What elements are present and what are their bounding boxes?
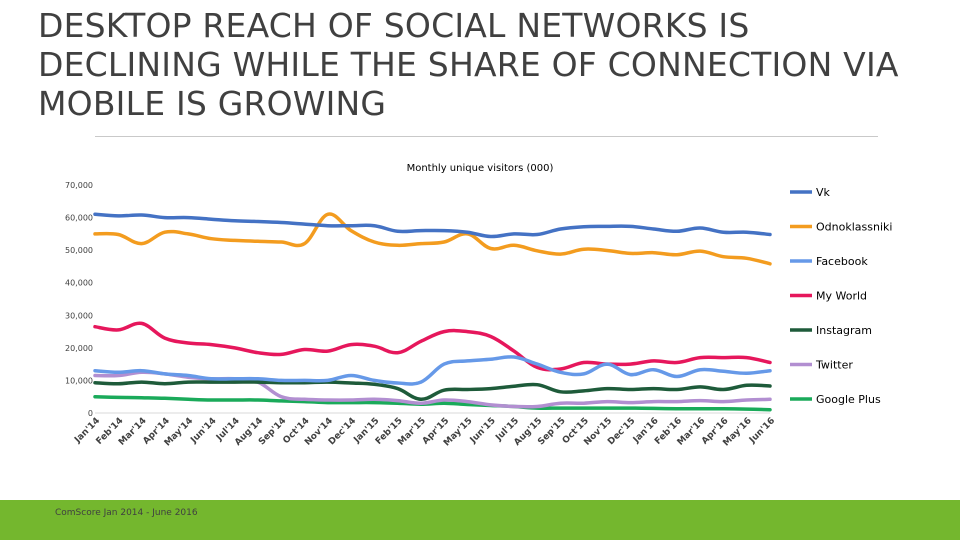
- y-tick-label: 60,000: [65, 214, 93, 223]
- series-line-instagram: [93, 380, 772, 402]
- line-chart: Monthly unique visitors (000) 0 10,000 20,…: [65, 163, 892, 449]
- series-line-facebook: [93, 355, 772, 386]
- series-line-vk: [93, 212, 772, 239]
- legend-label: Google Plus: [816, 393, 881, 406]
- y-tick-label: 20,000: [65, 344, 93, 353]
- series-line-google-plus: [93, 394, 772, 412]
- y-tick-label: 10,000: [65, 376, 93, 385]
- y-tick-label: 70,000: [65, 181, 93, 190]
- chart-legend: Vk Odnoklassniki Facebook My World Instagram…: [790, 186, 892, 406]
- y-tick-label: 40,000: [65, 279, 93, 288]
- y-tick-label: 0: [88, 409, 93, 418]
- legend-label: My World: [816, 290, 867, 303]
- legend-label: Vk: [816, 186, 831, 199]
- series-line-my-world: [93, 321, 772, 372]
- source-note: ComScore Jan 2014 - June 2016: [55, 508, 198, 518]
- y-tick-label: 50,000: [65, 246, 93, 255]
- series-lines: [93, 212, 772, 412]
- legend-label: Twitter: [815, 359, 853, 372]
- x-tick-label: Jun'15: [468, 416, 498, 446]
- series-line-odnoklassniki: [93, 212, 772, 266]
- legend-label: Odnoklassniki: [816, 221, 892, 234]
- legend-label: Facebook: [816, 255, 868, 268]
- footer-bar: [0, 500, 960, 540]
- chart-title: Monthly unique visitors (000): [407, 163, 554, 174]
- x-tick-label: Jun'16: [747, 416, 777, 446]
- y-tick-label: 30,000: [65, 311, 93, 320]
- x-tick-label: Jun'14: [188, 416, 218, 446]
- slide-title: DESKTOP REACH OF SOCIAL NETWORKS IS DECL…: [38, 6, 899, 123]
- legend-label: Instagram: [816, 324, 872, 337]
- title-divider: [95, 136, 878, 137]
